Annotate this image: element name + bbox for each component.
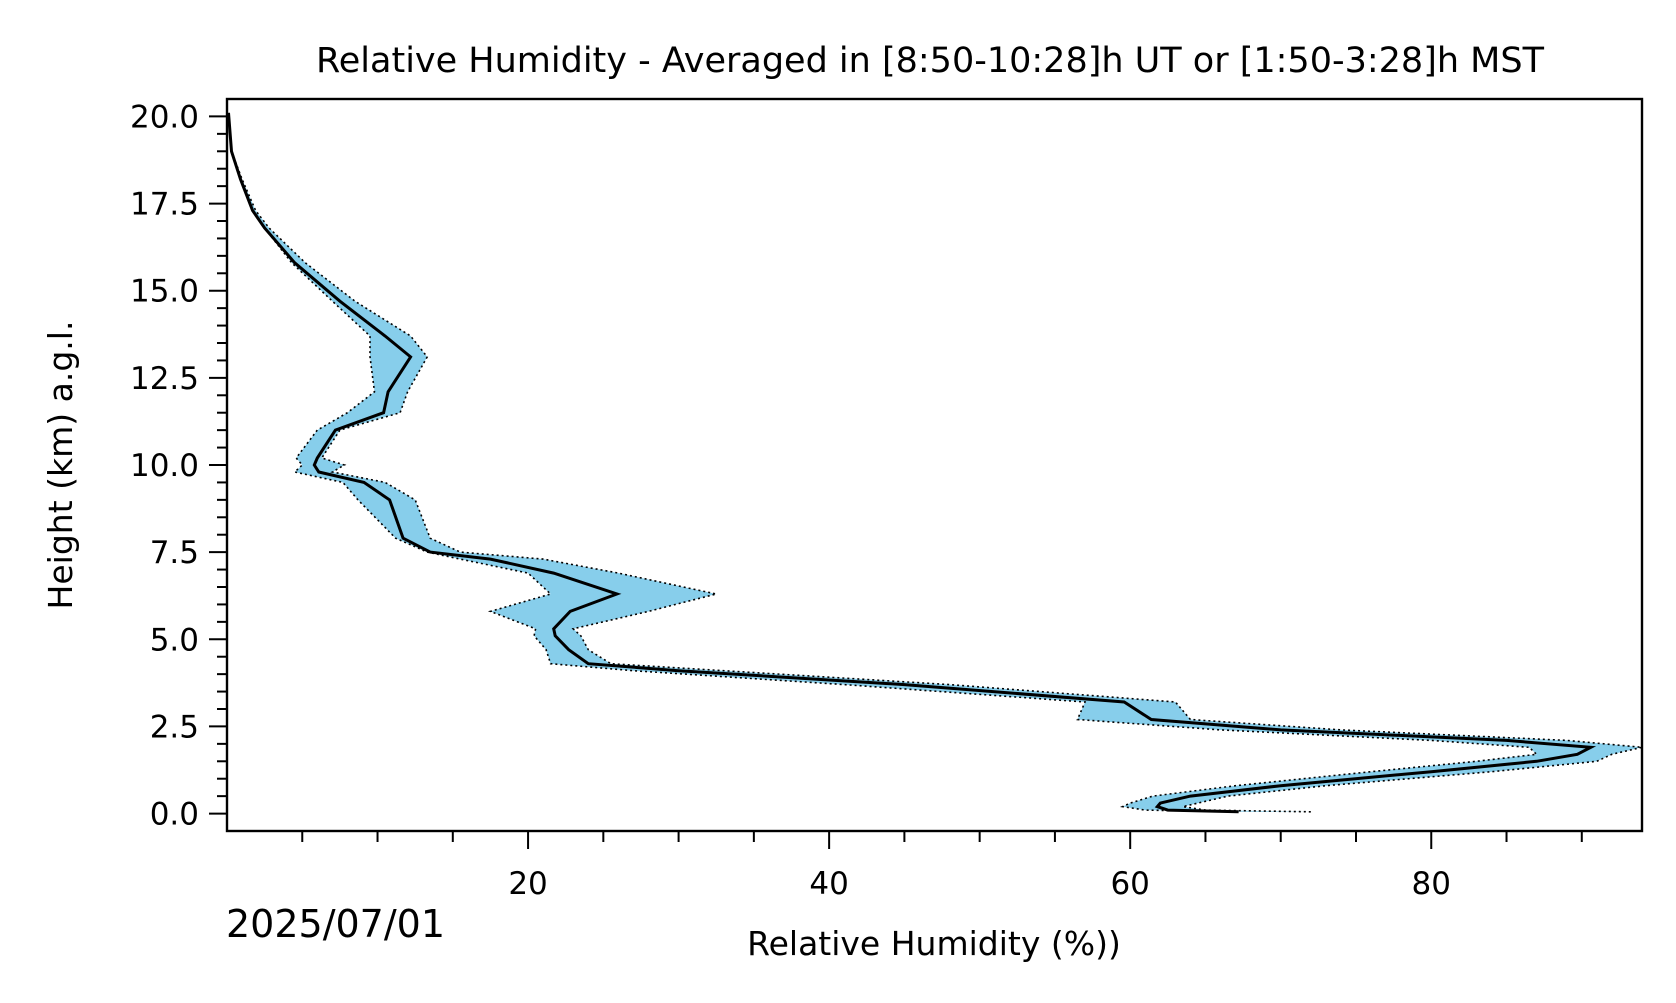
y-tick-label: 15.0 <box>130 274 199 310</box>
y-tick-label: 2.5 <box>150 709 199 745</box>
x-tick-label: 80 <box>1412 866 1451 902</box>
mean-humidity-line <box>227 112 1597 814</box>
plot-area <box>227 112 1643 814</box>
x-axis-label: Relative Humidity (%)) <box>747 924 1121 963</box>
y-tick-label: 0.0 <box>150 797 199 833</box>
x-tick-label: 60 <box>1110 866 1149 902</box>
x-tick-label: 20 <box>508 866 547 902</box>
uncertainty-band <box>228 112 1642 812</box>
chart-title: Relative Humidity - Averaged in [8:50-10… <box>316 41 1545 81</box>
date-label: 2025/07/01 <box>226 902 445 946</box>
y-axis-ticks: 0.0 2.5 5.0 7.5 10.0 12.5 15.0 17.5 20.0 <box>130 99 227 833</box>
y-tick-label: 17.5 <box>130 187 199 223</box>
y-tick-label: 10.0 <box>130 448 199 484</box>
x-axis-ticks: 20 40 60 80 <box>301 831 1583 902</box>
y-tick-label: 12.5 <box>130 361 199 397</box>
y-tick-label: 7.5 <box>150 535 199 571</box>
y-tick-label: 20.0 <box>130 99 199 135</box>
y-axis-label: Height (km) a.g.l. <box>41 321 80 610</box>
y-tick-label: 5.0 <box>150 622 199 658</box>
x-tick-label: 40 <box>809 866 848 902</box>
